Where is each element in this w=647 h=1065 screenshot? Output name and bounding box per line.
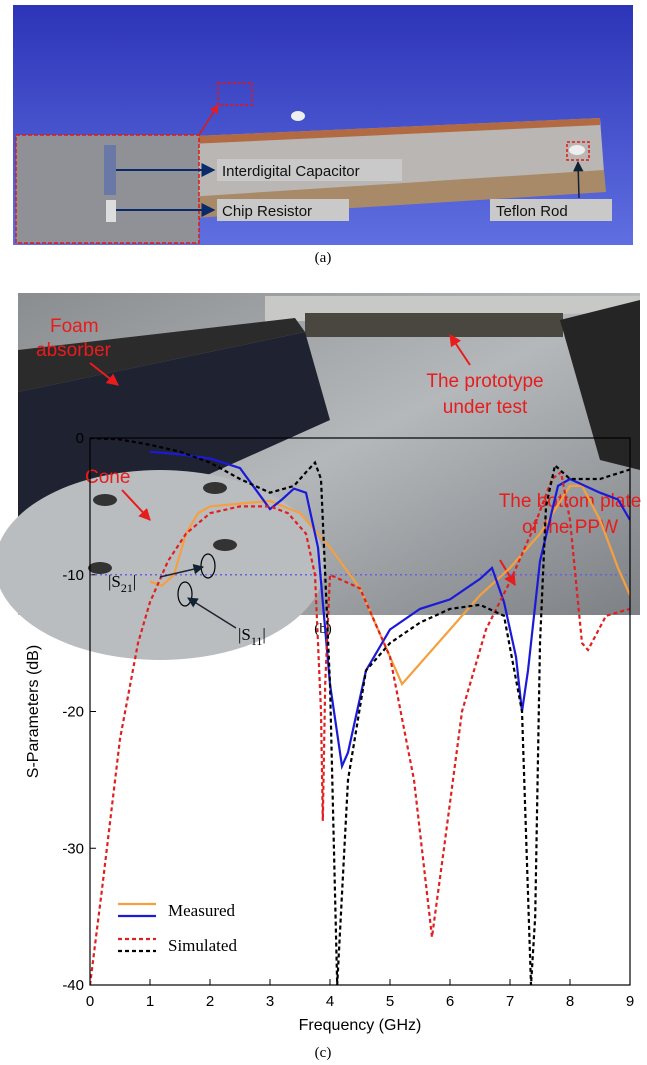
x-tick-label: 2 — [206, 993, 214, 1010]
label: The bottom plate — [499, 491, 642, 512]
x-tick-label: 5 — [386, 993, 394, 1010]
label: Foam — [50, 316, 99, 337]
photo-b: Foam absorber The prototype under test C… — [0, 293, 641, 660]
chart: 0 1 2 3 4 5 6 7 8 9 0 -10 -20 -30 -40 Frequency (GHz) S-… — [25, 430, 634, 1034]
series-line — [149, 450, 630, 771]
caption: (c) — [315, 1045, 332, 1061]
annotation: |S21| — [108, 572, 136, 595]
x-tick-label: 4 — [326, 993, 334, 1010]
x-tick-label: 0 — [86, 993, 94, 1010]
label: Interdigital Capacitor — [222, 163, 360, 180]
y-tick-label: 0 — [76, 430, 84, 447]
x-tick-label: 3 — [266, 993, 274, 1010]
y-axis-label: S-Parameters (dB) — [25, 645, 42, 778]
legend-label: Simulated — [168, 936, 237, 955]
label: Cone — [85, 467, 130, 488]
x-tick-label: 9 — [626, 993, 634, 1010]
series-line — [90, 438, 630, 985]
annotation-arrow — [187, 597, 237, 629]
annotation-arrow — [159, 564, 205, 578]
x-tick-label: 1 — [146, 993, 154, 1010]
plot-frame — [89, 437, 631, 986]
label: Teflon Rod — [496, 203, 568, 220]
annotation-part: |S — [238, 625, 251, 644]
annotation-sub: 21 — [121, 581, 133, 595]
y-tick-label: -30 — [62, 840, 84, 857]
label: Chip Resistor — [222, 203, 312, 220]
x-tick-label: 6 — [446, 993, 454, 1010]
caption: (a) — [315, 250, 332, 266]
annotation-sub: 11 — [251, 634, 263, 648]
annotation: |S11| — [238, 625, 266, 648]
label: The prototype — [426, 371, 543, 392]
annotation-ring — [177, 581, 193, 607]
label: under test — [443, 397, 528, 418]
x-tick-label: 7 — [506, 993, 514, 1010]
y-tick-label: -10 — [62, 567, 84, 584]
annotation-part: |S — [108, 572, 121, 591]
y-tick-label: -40 — [62, 977, 84, 994]
series-line — [90, 470, 630, 985]
x-axis-label: Frequency (GHz) — [299, 1017, 422, 1034]
annotation-part: | — [262, 625, 265, 644]
x-tick-label: 8 — [566, 993, 574, 1010]
photo-a: Interdigital Capacitor Chip Resistor Tef… — [13, 5, 633, 245]
legend-label: Measured — [168, 901, 236, 920]
label: absorber — [36, 340, 112, 361]
y-tick-label: -20 — [62, 704, 84, 721]
annotation-part: | — [133, 572, 136, 591]
